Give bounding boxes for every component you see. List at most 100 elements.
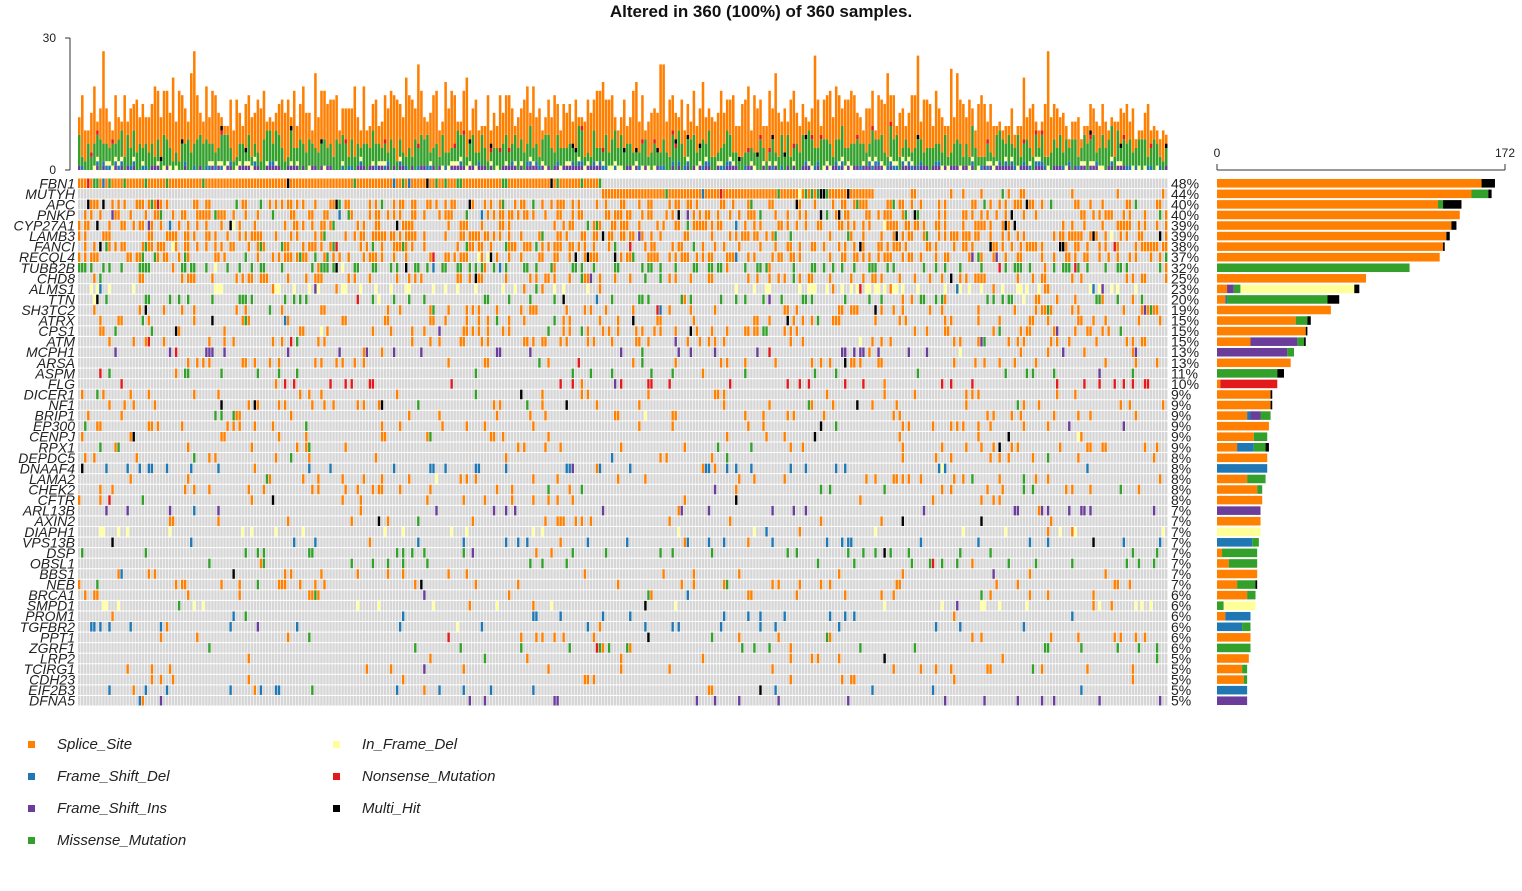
matrix-cell — [211, 199, 214, 210]
matrix-cell — [750, 231, 753, 241]
matrix-cell — [922, 273, 926, 284]
matrix-cell — [641, 199, 644, 210]
matrix-cell — [774, 241, 777, 252]
top-bar-segment — [659, 152, 662, 166]
matrix-cell — [1062, 199, 1065, 210]
top-bar-segment — [1010, 156, 1014, 162]
matrix-cell — [529, 241, 532, 252]
matrix-cell — [344, 262, 347, 273]
top-bar-segment — [786, 121, 790, 135]
matrix-cell — [574, 273, 577, 284]
matrix-cell — [1104, 210, 1107, 220]
matrix-cell — [635, 199, 638, 210]
matrix-cell — [922, 241, 926, 252]
matrix-cell — [483, 189, 487, 199]
top-bar-segment — [892, 95, 895, 140]
top-bar-segment — [468, 130, 472, 140]
matrix-cell — [971, 210, 974, 220]
matrix-cell — [695, 252, 699, 262]
matrix-cell — [683, 262, 686, 273]
matrix-cell — [738, 262, 741, 273]
top-bar-segment — [662, 139, 665, 166]
matrix-cell — [365, 273, 369, 284]
matrix-cell — [102, 284, 105, 294]
matrix-cell — [868, 220, 871, 231]
matrix-cell — [271, 262, 275, 273]
top-bar-segment — [619, 117, 623, 135]
matrix-cell — [411, 262, 414, 273]
matrix-cell — [789, 273, 792, 284]
matrix-cell — [271, 189, 275, 199]
top-bar-segment — [807, 121, 811, 131]
matrix-cell — [940, 252, 944, 262]
matrix-cell — [813, 252, 817, 262]
matrix-cell — [526, 262, 529, 273]
matrix-cell — [765, 220, 768, 231]
matrix-cell — [544, 231, 547, 241]
matrix-cell — [665, 220, 668, 231]
matrix-cell — [822, 252, 826, 262]
top-bar-segment — [1143, 165, 1147, 170]
matrix-cell — [1104, 189, 1107, 199]
matrix-cell — [159, 189, 163, 199]
top-bar-segment — [208, 143, 211, 162]
matrix-cell — [444, 189, 447, 199]
matrix-cell — [995, 210, 998, 220]
matrix-cell — [983, 231, 986, 241]
matrix-cell — [535, 199, 538, 210]
top-bar-segment — [265, 161, 269, 166]
matrix-cell — [777, 220, 780, 231]
matrix-cell — [84, 273, 87, 284]
matrix-cell — [907, 252, 911, 262]
matrix-cell — [286, 210, 290, 220]
matrix-cell — [187, 210, 190, 220]
matrix-cell — [880, 241, 883, 252]
matrix-cell — [126, 178, 129, 189]
matrix-cell — [556, 273, 559, 284]
matrix-cell — [1083, 262, 1086, 273]
matrix-cell — [968, 262, 971, 273]
matrix-cell — [510, 231, 514, 241]
matrix-cell — [883, 231, 886, 241]
top-bar-segment — [223, 126, 226, 135]
top-bar-segment — [498, 148, 502, 153]
top-bar-segment — [99, 108, 102, 140]
matrix-cell — [138, 273, 141, 284]
matrix-cell — [426, 178, 429, 189]
top-bar-segment — [953, 165, 956, 170]
top-bar-segment — [514, 134, 517, 162]
matrix-cell — [847, 231, 850, 241]
matrix-cell — [1119, 199, 1122, 210]
matrix-cell — [786, 262, 789, 273]
matrix-cell — [704, 189, 708, 199]
matrix-cell — [432, 241, 435, 252]
matrix-cell — [1116, 273, 1119, 284]
matrix-cell — [350, 284, 353, 294]
top-bar-segment — [395, 161, 399, 170]
matrix-cell — [698, 178, 702, 189]
matrix-cell — [214, 284, 217, 294]
matrix-cell — [277, 252, 281, 262]
matrix-cell — [108, 284, 111, 294]
top-bar-segment — [719, 165, 723, 170]
top-bar-segment — [683, 165, 687, 170]
matrix-cell — [465, 231, 468, 241]
top-bar-segment — [934, 90, 938, 144]
matrix-cell — [962, 178, 965, 189]
matrix-cell — [1101, 273, 1104, 284]
top-bar-segment — [256, 99, 260, 153]
matrix-cell — [719, 199, 723, 210]
matrix-cell — [1068, 189, 1071, 199]
matrix-cell — [1107, 262, 1110, 273]
matrix-cell — [995, 273, 998, 284]
top-bar-segment — [607, 152, 611, 166]
matrix-cell — [165, 189, 169, 199]
matrix-cell — [1028, 199, 1032, 210]
matrix-cell — [320, 273, 323, 284]
matrix-cell — [241, 231, 244, 241]
matrix-cell — [168, 189, 172, 199]
matrix-cell — [716, 199, 720, 210]
matrix-cell — [111, 220, 114, 231]
top-bar-segment — [550, 117, 553, 148]
matrix-cell — [526, 231, 529, 241]
